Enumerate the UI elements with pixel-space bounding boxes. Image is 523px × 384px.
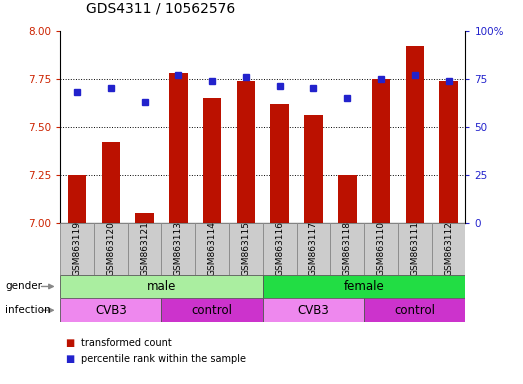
Text: ■: ■ — [65, 354, 75, 364]
Bar — [236, 81, 255, 223]
Text: GSM863116: GSM863116 — [275, 221, 284, 276]
Bar — [431, 223, 465, 275]
Text: GSM863110: GSM863110 — [377, 221, 385, 276]
Text: transformed count: transformed count — [81, 338, 172, 348]
Text: CVB3: CVB3 — [95, 304, 127, 317]
Text: GSM863119: GSM863119 — [73, 221, 82, 276]
Bar — [128, 223, 162, 275]
Bar — [338, 175, 357, 223]
Bar — [162, 298, 263, 322]
Bar — [60, 275, 263, 298]
Bar — [304, 115, 323, 223]
Bar — [135, 213, 154, 223]
Bar — [101, 142, 120, 223]
Bar — [263, 298, 364, 322]
Bar — [169, 73, 188, 223]
Text: control: control — [394, 304, 435, 317]
Bar — [68, 175, 86, 223]
Bar — [405, 46, 424, 223]
Text: GSM863120: GSM863120 — [106, 221, 115, 276]
Bar — [263, 275, 465, 298]
Text: GSM863111: GSM863111 — [411, 221, 419, 276]
Bar — [331, 223, 364, 275]
Bar — [195, 223, 229, 275]
Bar — [203, 98, 221, 223]
Text: GSM863112: GSM863112 — [444, 221, 453, 276]
Text: GSM863114: GSM863114 — [208, 221, 217, 276]
Text: GSM863118: GSM863118 — [343, 221, 352, 276]
Text: CVB3: CVB3 — [298, 304, 329, 317]
Text: GSM863121: GSM863121 — [140, 221, 149, 276]
Text: GSM863117: GSM863117 — [309, 221, 318, 276]
Bar — [270, 104, 289, 223]
Bar — [60, 223, 94, 275]
Text: infection: infection — [5, 305, 51, 315]
Text: female: female — [344, 280, 384, 293]
Text: gender: gender — [5, 281, 42, 291]
Text: ■: ■ — [65, 338, 75, 348]
Bar — [162, 223, 195, 275]
Bar — [398, 223, 431, 275]
Text: GSM863113: GSM863113 — [174, 221, 183, 276]
Bar — [372, 79, 390, 223]
Text: male: male — [147, 280, 176, 293]
Text: GSM863115: GSM863115 — [242, 221, 251, 276]
Bar — [364, 223, 398, 275]
Bar — [229, 223, 263, 275]
Text: percentile rank within the sample: percentile rank within the sample — [81, 354, 246, 364]
Text: GDS4311 / 10562576: GDS4311 / 10562576 — [86, 2, 235, 15]
Bar — [297, 223, 331, 275]
Bar — [94, 223, 128, 275]
Bar — [364, 298, 465, 322]
Bar — [60, 298, 162, 322]
Bar — [439, 81, 458, 223]
Bar — [263, 223, 297, 275]
Text: control: control — [191, 304, 233, 317]
